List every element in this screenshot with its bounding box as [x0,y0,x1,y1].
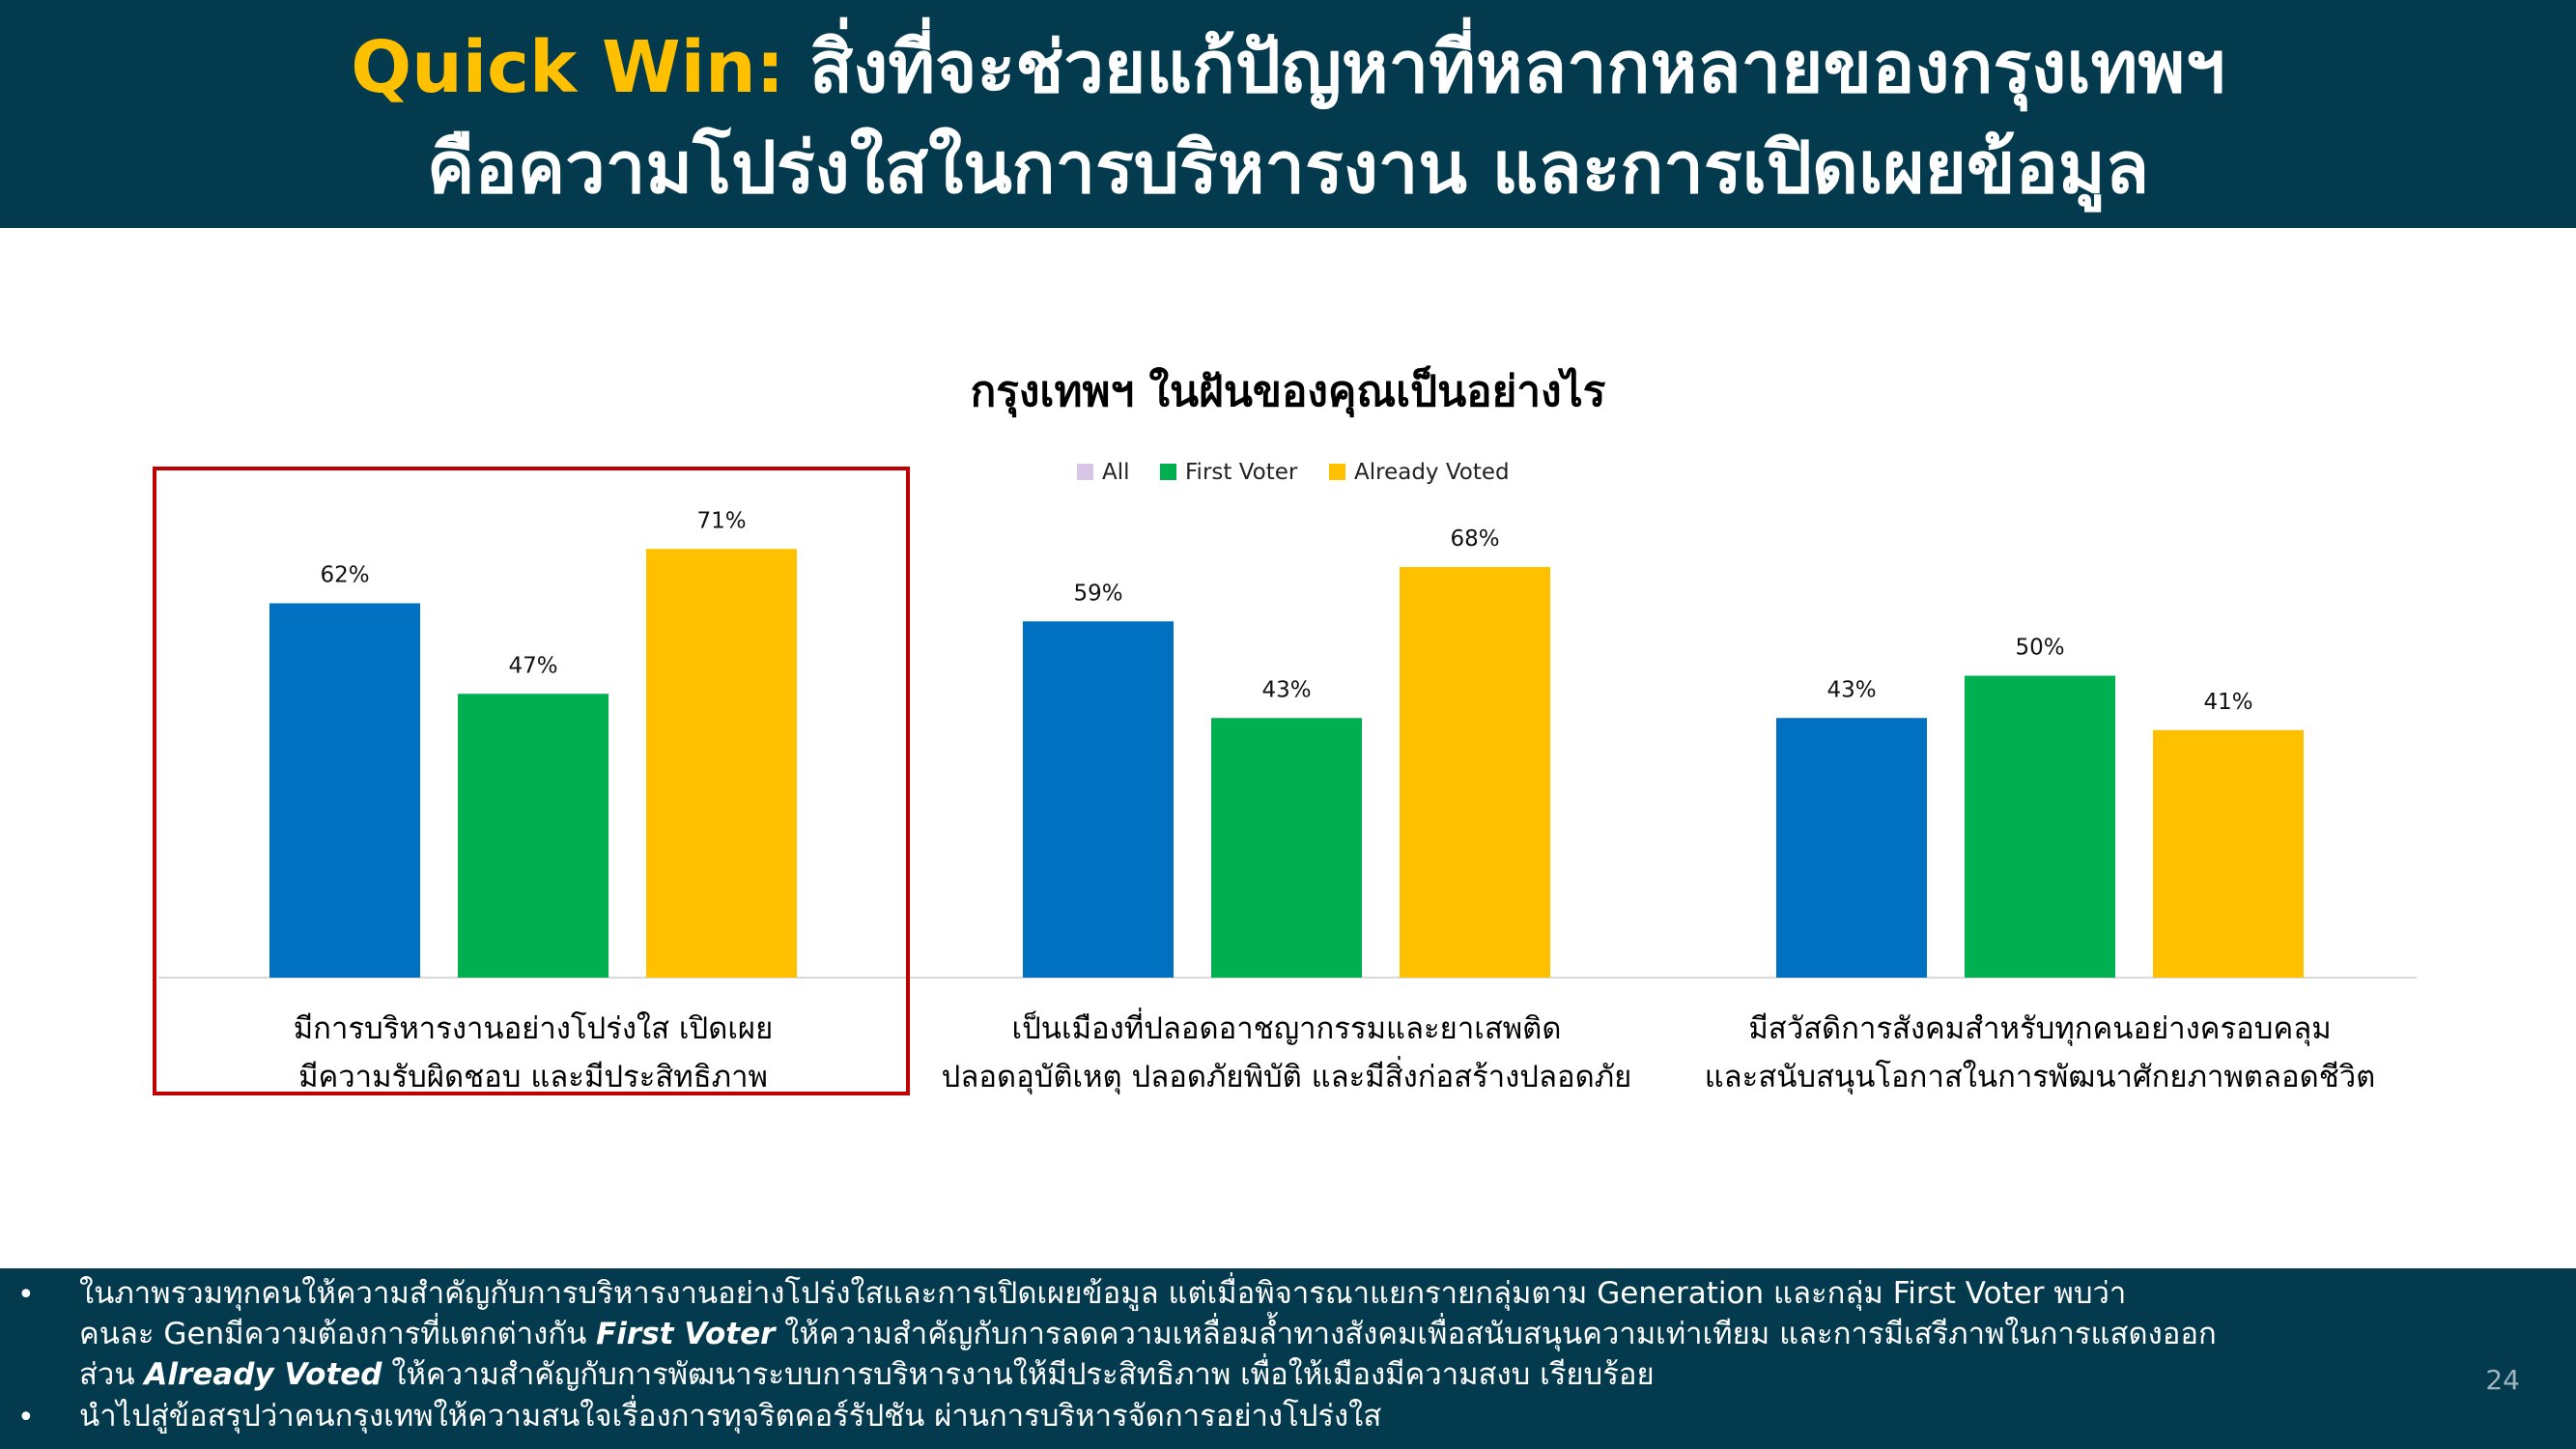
data-label: 62% [320,563,369,588]
bar [2153,729,2304,978]
bar [458,694,609,978]
category-label: ปลอดอุบัติเหตุ ปลอดภัยพิบัติ และมีสิ่งก่… [942,1056,1632,1095]
bullet-marker: • [17,1401,35,1435]
bar [1400,567,1550,978]
data-label: 59% [1073,581,1122,606]
bullet-marker: • [17,1278,35,1312]
legend-label: Already Voted [1354,460,1510,485]
emphasis-first-voter: First Voter [596,1317,776,1351]
text-run: ส่วน [79,1357,145,1392]
category-label: เป็นเมืองที่ปลอดอาชญากรรมและยาเสพติด [1012,1008,1562,1046]
title-line-2: คือความโปร่งใสในการบริหารงาน และการเปิดเ… [426,127,2150,210]
title-line-1: Quick Win: สิ่งที่จะช่วยแก้ปัญหาที่หลากห… [0,21,2576,114]
bar [269,603,420,978]
bar [1023,621,1174,978]
summary-bullet-1-line-2: คนละ Genมีความต้องการที่แตกต่างกัน First… [79,1314,2217,1354]
bar-chart: All First Voter Already Voted 62% 47% 71% มีกา… [153,460,2417,1095]
chart-title: กรุงเทพฯ ในฝันของคุณเป็นอย่างไร [970,367,1606,416]
emphasis-already-voted: Already Voted [144,1357,382,1392]
data-label: 68% [1450,526,1499,552]
data-label: 43% [1826,677,1876,702]
category-label: มีการบริหารงานอย่างโปร่งใส เปิดเผย [294,1011,774,1046]
legend-swatch [1160,464,1176,480]
legend-swatch [1077,464,1093,480]
data-label: 41% [2203,690,2252,715]
data-label: 47% [508,653,557,678]
summary-bullet-2: นำไปสู่ข้อสรุปว่าคนกรุงเทพให้ความสนใจเรื… [79,1399,1382,1434]
category-label: มีสวัสดิการสังคมสำหรับทุกคนอย่างครอบคลุม [1748,1011,2331,1047]
bar [1776,718,1927,978]
bar [1211,718,1362,978]
text-run: ให้ความสำคัญกับการลดความเหลื่อมล้ำทางสัง… [775,1317,2217,1351]
category-label: มีความรับผิดชอบ และมีประสิทธิภาพ [298,1060,768,1094]
title-line-1-text: สิ่งที่จะช่วยแก้ปัญหาที่หลากหลายของกรุงเ… [784,26,2225,109]
legend-label: First Voter [1185,460,1298,485]
page-number: 24 [2485,1364,2520,1396]
title-banner: Quick Win: สิ่งที่จะช่วยแก้ปัญหาที่หลากห… [0,0,2576,228]
bar [646,549,797,978]
summary-footer: • ในภาพรวมทุกคนให้ความสำคัญกับการบริหารง… [0,1268,2576,1449]
text-run: คนละ Genมีความต้องการที่แตกต่างกัน [79,1317,597,1351]
data-label: 50% [2015,636,2064,661]
highlight-box [153,467,910,1095]
title-accent: Quick Win: [351,26,785,109]
text-run: ให้ความสำคัญกับการพัฒนาระบบการบริหารงานใ… [382,1357,1655,1392]
summary-bullet-1-line-3: ส่วน Already Voted ให้ความสำคัญกับการพัฒ… [79,1354,1655,1395]
legend-label: All [1102,460,1130,485]
legend-swatch [1329,464,1345,480]
data-label: 71% [696,508,746,533]
summary-bullet-1-line-1: ในภาพรวมทุกคนให้ความสำคัญกับการบริหารงาน… [79,1276,2127,1311]
category-label: และสนับสนุนโอกาสในการพัฒนาศักยภาพตลอดชีว… [1705,1060,2376,1095]
bar [1965,675,2115,978]
data-label: 43% [1261,677,1311,702]
